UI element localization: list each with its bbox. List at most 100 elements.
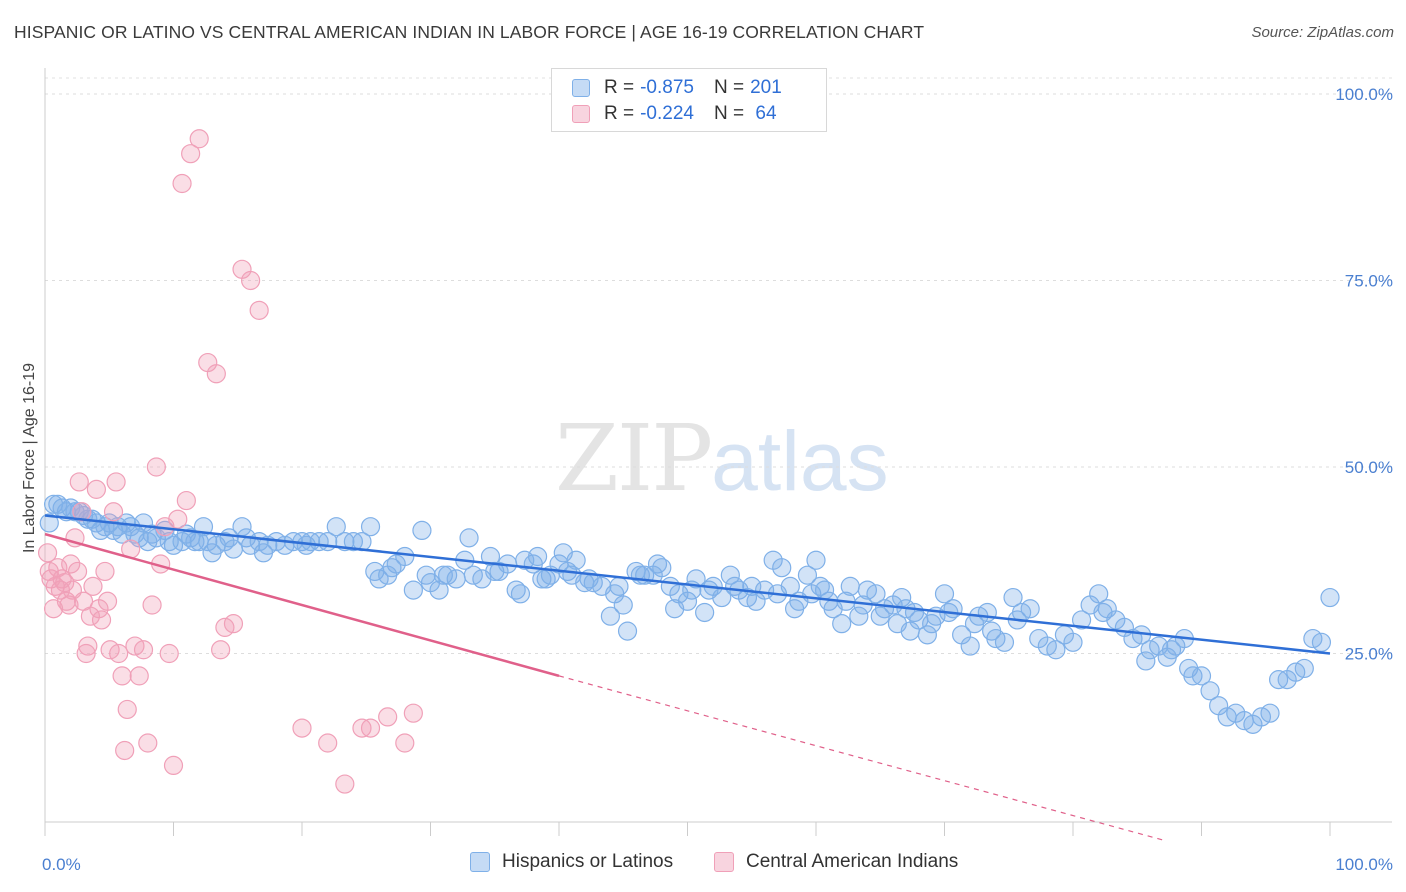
y-tick-label: 25.0% bbox=[1345, 645, 1393, 664]
point-hispanic bbox=[686, 569, 706, 589]
point-hispanic bbox=[1020, 599, 1040, 619]
point-hispanic bbox=[840, 576, 860, 596]
point-central-american bbox=[55, 573, 75, 593]
point-central-american bbox=[403, 703, 423, 723]
point-hispanic bbox=[480, 546, 501, 567]
point-central-american bbox=[91, 610, 112, 630]
point-hispanic bbox=[754, 580, 775, 600]
point-hispanic bbox=[1260, 703, 1280, 723]
x-tick-label: 0.0% bbox=[42, 855, 81, 874]
trend-line-central-american-extension bbox=[558, 675, 1164, 841]
point-hispanic bbox=[566, 550, 586, 570]
point-central-american bbox=[292, 718, 312, 738]
legend-r-label: R = bbox=[604, 103, 635, 124]
point-hispanic bbox=[806, 550, 826, 570]
point-central-american bbox=[103, 502, 124, 522]
point-hispanic bbox=[960, 636, 980, 656]
x-tick-label: 100.0% bbox=[1335, 855, 1393, 874]
point-central-american bbox=[146, 457, 166, 477]
watermark-zip: ZIP bbox=[555, 405, 713, 512]
chart-title: HISPANIC OR LATINO VS CENTRAL AMERICAN I… bbox=[14, 22, 925, 42]
point-central-american bbox=[112, 666, 132, 686]
point-central-american bbox=[61, 554, 81, 574]
point-hispanic bbox=[652, 558, 672, 578]
point-hispanic bbox=[866, 584, 886, 604]
legend-swatch-hispanic bbox=[572, 79, 590, 97]
point-hispanic bbox=[1063, 632, 1083, 652]
point-central-american bbox=[117, 699, 137, 720]
point-central-american bbox=[206, 364, 226, 384]
series-legend: Hispanics or Latinos Central American In… bbox=[0, 851, 1406, 879]
point-hispanic bbox=[1191, 666, 1212, 686]
point-hispanic bbox=[994, 632, 1015, 652]
trend-line-central-american bbox=[44, 532, 560, 678]
y-tick-label: 50.0% bbox=[1345, 458, 1393, 477]
point-hispanic bbox=[1311, 632, 1332, 652]
point-hispanic bbox=[617, 621, 638, 641]
legend-row-central-american: R = -0.224 N = 64 bbox=[572, 101, 777, 127]
point-hispanic bbox=[219, 528, 239, 548]
point-hispanic bbox=[395, 546, 415, 567]
series-swatch-hispanic bbox=[470, 852, 490, 872]
point-central-american bbox=[168, 509, 188, 529]
point-central-american bbox=[72, 502, 92, 522]
source-label: Source: ZipAtlas.com bbox=[1251, 24, 1394, 41]
legend-r-label: R = bbox=[604, 77, 635, 98]
series-legend-central-american: Central American Indians bbox=[714, 851, 958, 873]
point-central-american bbox=[138, 733, 158, 753]
legend-n-label: N = bbox=[713, 103, 745, 124]
legend-r-value: -0.224 bbox=[640, 103, 694, 124]
point-hispanic bbox=[403, 580, 423, 600]
point-hispanic bbox=[695, 602, 715, 623]
point-central-american bbox=[172, 173, 192, 194]
point-hispanic bbox=[849, 606, 869, 626]
point-hispanic bbox=[1136, 651, 1156, 671]
point-central-american bbox=[37, 543, 58, 563]
point-central-american bbox=[249, 300, 269, 320]
point-hispanic bbox=[412, 520, 432, 541]
point-hispanic bbox=[1294, 658, 1314, 679]
y-tick-label: 75.0% bbox=[1345, 272, 1393, 291]
point-central-american bbox=[318, 733, 338, 753]
correlation-legend: R = -0.875 N = 201 R = -0.224 N = 64 bbox=[551, 68, 827, 132]
legend-n-value: 201 bbox=[750, 77, 782, 98]
point-hispanic bbox=[1089, 584, 1109, 604]
point-central-american bbox=[395, 733, 415, 753]
point-hispanic bbox=[832, 614, 852, 634]
point-central-american bbox=[181, 144, 201, 164]
point-central-american bbox=[59, 595, 79, 615]
series-legend-hispanic: Hispanics or Latinos bbox=[470, 851, 673, 873]
point-central-american bbox=[223, 614, 244, 634]
legend-n-label: N = bbox=[713, 77, 745, 98]
legend-swatch-central-american bbox=[572, 105, 590, 123]
point-hispanic bbox=[917, 625, 937, 645]
watermark: ZIPatlas bbox=[555, 405, 889, 512]
point-hispanic bbox=[772, 558, 792, 578]
point-central-american bbox=[133, 640, 154, 660]
point-central-american bbox=[97, 591, 118, 611]
point-hispanic bbox=[797, 565, 818, 585]
point-hispanic bbox=[527, 546, 548, 567]
point-hispanic bbox=[600, 606, 621, 626]
y-axis-label: In Labor Force | Age 16-19 bbox=[21, 363, 38, 553]
point-hispanic bbox=[934, 584, 955, 604]
series-label-central-american: Central American Indians bbox=[746, 851, 959, 872]
legend-row-hispanic: R = -0.875 N = 201 bbox=[572, 75, 782, 101]
legend-n-value: 64 bbox=[750, 103, 777, 124]
point-hispanic bbox=[977, 602, 997, 623]
point-hispanic bbox=[360, 517, 381, 537]
point-central-american bbox=[241, 270, 261, 291]
point-central-american bbox=[176, 490, 196, 511]
point-hispanic bbox=[943, 599, 963, 619]
point-central-american bbox=[86, 479, 107, 499]
point-hispanic bbox=[510, 584, 531, 604]
point-hispanic bbox=[433, 565, 453, 585]
point-hispanic bbox=[459, 528, 479, 548]
point-central-american bbox=[159, 643, 179, 664]
point-hispanic bbox=[1003, 587, 1023, 608]
point-central-american bbox=[335, 774, 355, 794]
point-central-american bbox=[76, 643, 96, 664]
point-central-american bbox=[360, 718, 381, 738]
point-central-american bbox=[69, 472, 89, 492]
